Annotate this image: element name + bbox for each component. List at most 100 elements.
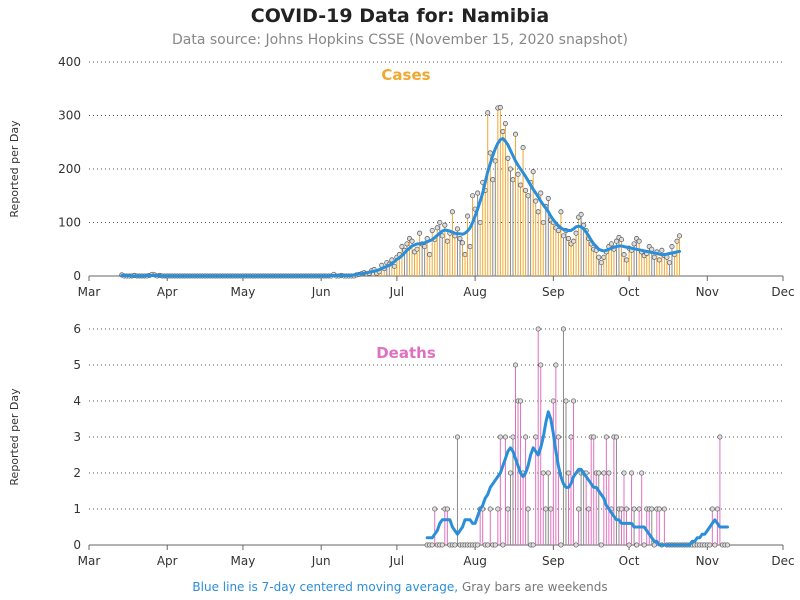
cases-point — [490, 177, 496, 183]
cases-point — [565, 236, 572, 242]
deaths-point — [586, 506, 592, 512]
deaths-ytick-label: 4 — [73, 394, 81, 408]
cases-point — [666, 260, 672, 266]
cases-xtick-label: Jun — [311, 285, 331, 299]
cases-point — [535, 209, 541, 215]
cases-point — [512, 131, 519, 137]
deaths-point — [517, 398, 524, 404]
deaths-point — [724, 542, 731, 548]
cases-ytick-label: 200 — [58, 162, 81, 176]
deaths-point — [495, 506, 501, 512]
cases-point — [631, 241, 637, 247]
deaths-point — [533, 434, 539, 440]
cases-xtick-label: Aug — [463, 285, 486, 299]
deaths-xtick-label: May — [231, 554, 256, 568]
deaths-point — [591, 434, 597, 440]
cases-point — [570, 238, 577, 244]
cases-point — [442, 222, 448, 228]
footnote-weekends: Gray bars are weekends — [461, 580, 608, 594]
cases-point — [492, 158, 498, 164]
cases-point — [444, 238, 450, 244]
cases-point — [462, 252, 468, 258]
cases-point — [517, 182, 524, 188]
cases-point — [555, 227, 561, 234]
cases-xtick-label: Sep — [542, 285, 565, 299]
cases-point — [510, 177, 516, 183]
deaths-point — [570, 398, 577, 404]
deaths-xtick-label: Oct — [619, 554, 640, 568]
deaths-point — [497, 434, 503, 440]
cases-point — [515, 171, 521, 177]
deaths-point — [613, 434, 619, 440]
deaths-xtick-label: Apr — [157, 554, 178, 568]
cases-point — [464, 213, 471, 219]
cases-point — [475, 190, 481, 196]
cases-point — [502, 120, 508, 127]
deaths-panel-title: Deaths — [376, 344, 436, 362]
footnote: Blue line is 7-day centered moving avera… — [0, 580, 800, 594]
deaths-point — [523, 434, 529, 440]
cases-point — [525, 193, 531, 199]
deaths-point — [452, 542, 458, 548]
deaths-point — [651, 542, 657, 548]
deaths-point — [606, 470, 612, 476]
cases-point — [477, 219, 483, 226]
deaths-ytick-label: 5 — [73, 358, 81, 372]
cases-point — [434, 225, 440, 231]
cases-panel-title: Cases — [381, 66, 430, 84]
deaths-point — [525, 506, 531, 512]
deaths-point — [530, 542, 536, 548]
deaths-xtick-label: Sep — [542, 554, 565, 568]
deaths-point — [601, 470, 607, 476]
deaths-point — [540, 470, 546, 476]
cases-point — [422, 244, 428, 250]
deaths-point — [621, 470, 627, 476]
cases-point — [651, 254, 657, 260]
deaths-point — [623, 506, 630, 512]
cases-point — [507, 166, 513, 172]
cases-point — [414, 246, 420, 252]
cases-point — [636, 238, 642, 244]
deaths-point — [709, 506, 715, 512]
deaths-point — [649, 506, 655, 512]
cases-point — [485, 110, 491, 116]
cases-point — [669, 244, 675, 250]
cases-xtick-label: Oct — [619, 285, 640, 299]
cases-point — [540, 219, 546, 226]
deaths-point — [707, 542, 713, 548]
chart-subtitle: Data source: Johns Hopkins CSSE (Novembe… — [171, 32, 628, 48]
deaths-point — [507, 470, 513, 476]
cases-point — [417, 230, 423, 236]
deaths-point — [573, 542, 579, 548]
deaths-point — [598, 542, 604, 548]
cases-point — [530, 169, 536, 175]
deaths-moving-average-line — [425, 410, 729, 547]
deaths-point — [492, 542, 498, 548]
cases-point — [608, 241, 614, 247]
cases-point — [454, 226, 461, 232]
cases-point — [601, 254, 607, 260]
deaths-point — [553, 362, 559, 368]
cases-point — [558, 209, 564, 215]
cases-xtick-label: Nov — [696, 285, 719, 299]
deaths-point — [568, 434, 574, 440]
deaths-point — [502, 434, 508, 440]
deaths-point — [563, 398, 569, 404]
cases-panel: 0 100 200 300 400 Mar Apr May Jun Jul Aug Sep Oct Nov… — [8, 55, 795, 299]
cases-point — [573, 230, 579, 236]
deaths-point — [626, 542, 632, 548]
deaths-point — [505, 506, 511, 512]
cases-point — [523, 187, 529, 193]
deaths-point — [629, 470, 635, 476]
cases-point — [457, 236, 463, 242]
deaths-point — [639, 470, 645, 476]
deaths-ytick-label: 1 — [73, 502, 81, 516]
cases-point — [467, 244, 473, 250]
chart-title: COVID-19 Data for: Namibia — [250, 5, 550, 27]
deaths-point — [500, 542, 506, 548]
cases-point — [676, 233, 683, 239]
cases-point — [459, 240, 466, 246]
deaths-point — [714, 506, 720, 512]
deaths-point — [454, 434, 461, 440]
cases-point — [409, 238, 415, 244]
